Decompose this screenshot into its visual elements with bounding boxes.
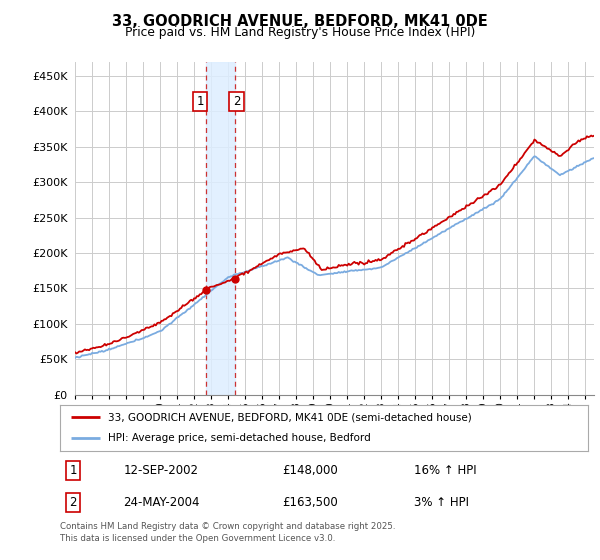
Text: 12-SEP-2002: 12-SEP-2002 — [124, 464, 199, 477]
Text: 33, GOODRICH AVENUE, BEDFORD, MK41 0DE: 33, GOODRICH AVENUE, BEDFORD, MK41 0DE — [112, 14, 488, 29]
Text: HPI: Average price, semi-detached house, Bedford: HPI: Average price, semi-detached house,… — [107, 433, 370, 444]
Text: £148,000: £148,000 — [282, 464, 338, 477]
Text: 1: 1 — [70, 464, 77, 477]
Text: 2: 2 — [233, 95, 240, 108]
Text: 1: 1 — [196, 95, 204, 108]
Text: 16% ↑ HPI: 16% ↑ HPI — [414, 464, 476, 477]
Text: 33, GOODRICH AVENUE, BEDFORD, MK41 0DE (semi-detached house): 33, GOODRICH AVENUE, BEDFORD, MK41 0DE (… — [107, 412, 471, 422]
Text: Price paid vs. HM Land Registry's House Price Index (HPI): Price paid vs. HM Land Registry's House … — [125, 26, 475, 39]
Text: 24-MAY-2004: 24-MAY-2004 — [124, 496, 200, 509]
Text: 2: 2 — [70, 496, 77, 509]
Text: Contains HM Land Registry data © Crown copyright and database right 2025.
This d: Contains HM Land Registry data © Crown c… — [60, 522, 395, 543]
Text: 3% ↑ HPI: 3% ↑ HPI — [414, 496, 469, 509]
Bar — [206, 62, 235, 395]
Text: £163,500: £163,500 — [282, 496, 338, 509]
